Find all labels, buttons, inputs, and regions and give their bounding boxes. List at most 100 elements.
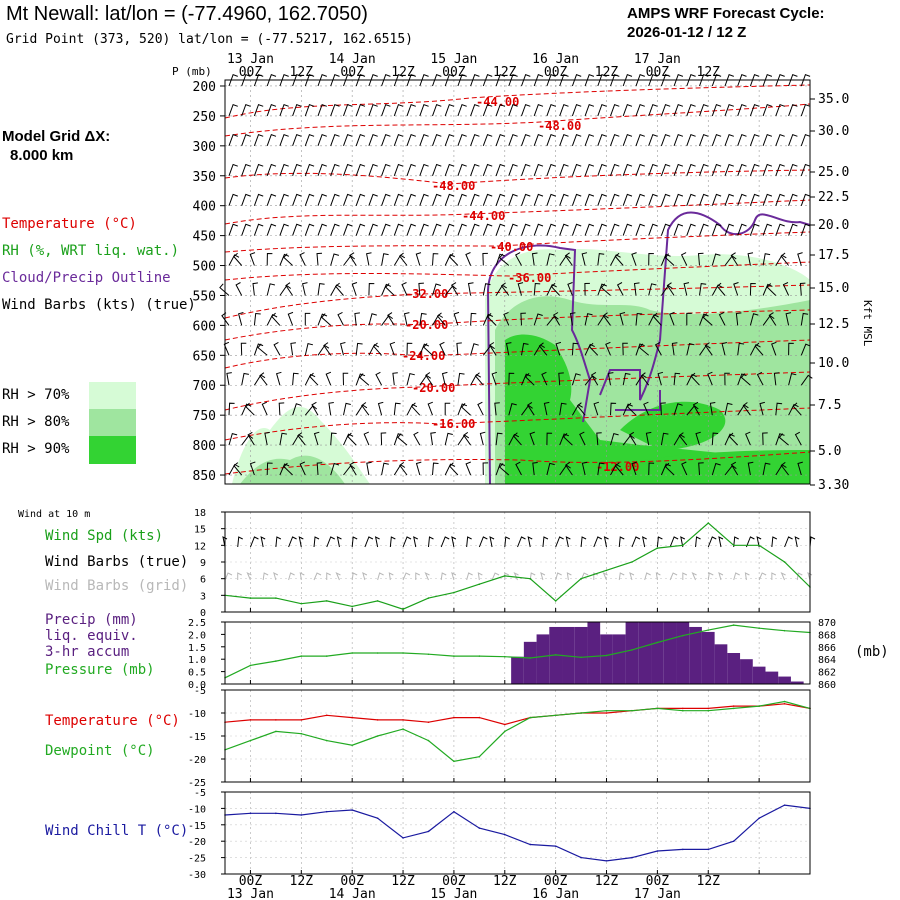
wind-barb (465, 461, 472, 476)
windchill-line-point (758, 817, 760, 820)
pressure-line-point (478, 655, 481, 657)
wind-barb (444, 163, 455, 176)
wind-barb (673, 372, 681, 386)
wind-barb (747, 252, 754, 266)
top-hour-tick-label: 00Z (646, 65, 670, 80)
wind-barb (571, 74, 582, 87)
wind-barb (419, 374, 431, 386)
wind-barb (368, 344, 380, 356)
wind-barb (724, 223, 734, 236)
wind-barb (432, 193, 442, 206)
wind-barb (546, 432, 553, 446)
wind-barb (571, 103, 582, 117)
surface-wind-barb-grid (262, 572, 269, 581)
wind-barb (297, 432, 306, 446)
wind-barb (800, 343, 811, 356)
temperature-contour-label: -20.00 (405, 318, 448, 332)
wind-barb (316, 462, 323, 476)
rh80-swatch (89, 409, 136, 436)
wind-barb (380, 432, 387, 446)
wind-barb (451, 282, 459, 296)
model-grid-label: Model Grid ΔX: (2, 128, 111, 145)
wind-barb (343, 103, 353, 117)
wind-barb (579, 431, 586, 446)
wind-barb (597, 283, 607, 296)
wind-barb (559, 74, 569, 87)
top-date-label: 14 Jan (329, 52, 376, 67)
wind-barb (762, 462, 771, 476)
windchill-line-point (554, 845, 557, 847)
windchill-line-point (503, 833, 506, 836)
wind-barb (762, 193, 773, 206)
wind-barb (635, 74, 645, 87)
wind-barb (749, 74, 760, 87)
temperature-contour (224, 199, 811, 225)
wind-barb (491, 371, 498, 386)
wind-barb (330, 74, 340, 87)
pressure-line-point (707, 629, 710, 631)
surface-wind-barb-true (313, 536, 320, 548)
pressure-tick-label: 700 (193, 379, 216, 394)
wind-barb (253, 193, 264, 206)
wind-barb (788, 133, 798, 146)
wind-barb (657, 371, 664, 386)
wind-barb (381, 163, 391, 176)
surface-wind-barb-grid (682, 572, 688, 580)
temperature-contour (224, 451, 811, 475)
wind-barb (253, 163, 264, 176)
wind-barb (351, 282, 358, 296)
wind-barb (368, 313, 377, 326)
wind-barb (671, 342, 678, 356)
wind-barb (638, 343, 650, 356)
precip-bar (587, 622, 601, 684)
wind-barb (406, 133, 416, 146)
wind-barb (631, 461, 637, 476)
wind-barb (328, 402, 334, 416)
wind-barb (355, 223, 366, 236)
temperature-line-point (275, 719, 277, 721)
dewpoint-line-point (402, 728, 404, 730)
wind-barb (355, 193, 366, 206)
wind-barb (259, 372, 268, 386)
wind-barb (597, 253, 605, 266)
wind-barb (602, 312, 611, 326)
pressure-tick-label: 600 (193, 319, 216, 334)
wind-barb (279, 432, 287, 446)
wind-barb (788, 372, 797, 386)
wind-barb (228, 402, 235, 416)
wind-barb (635, 312, 643, 326)
height-tick-label: 3.30 (818, 478, 849, 493)
wind-barb (330, 103, 340, 117)
wind-barb (648, 74, 658, 87)
wind-barb (584, 343, 595, 356)
surface-wind-barb-true (478, 536, 488, 548)
surface-wind-barb-true (237, 536, 243, 548)
precip-bar (689, 626, 702, 684)
wind-barb (660, 432, 669, 446)
wind-barb (724, 433, 735, 446)
wind-barb (686, 342, 695, 356)
wind-barb (233, 252, 243, 266)
surface-wind-barb-true (298, 536, 304, 548)
dewpoint-line-point (376, 735, 379, 737)
pressure-axis-title: P (mb) (172, 65, 212, 78)
wind-barb (699, 283, 707, 296)
wind-barb (470, 103, 480, 117)
surface-wind-barb-grid (566, 572, 572, 581)
wind-barb (470, 163, 480, 176)
wind-barb (610, 133, 620, 146)
wind-barb (584, 193, 595, 206)
wind-barb (498, 463, 510, 476)
wind-barb (686, 223, 696, 236)
wind-barb (406, 403, 418, 416)
wind-barb (495, 193, 506, 206)
top-hour-tick-label: 12Z (595, 65, 619, 80)
pressure-line-point (631, 649, 633, 651)
wind-barb (728, 432, 739, 446)
precip-bar (701, 631, 715, 684)
forecast-cycle-value: 2026-01-12 / 12 Z (627, 24, 747, 41)
surface-wind-barb-grid (555, 572, 562, 581)
wind-barb (495, 432, 503, 446)
wind-barb (571, 193, 582, 206)
legend-windchill: Wind Chill T (°C) (45, 823, 189, 839)
